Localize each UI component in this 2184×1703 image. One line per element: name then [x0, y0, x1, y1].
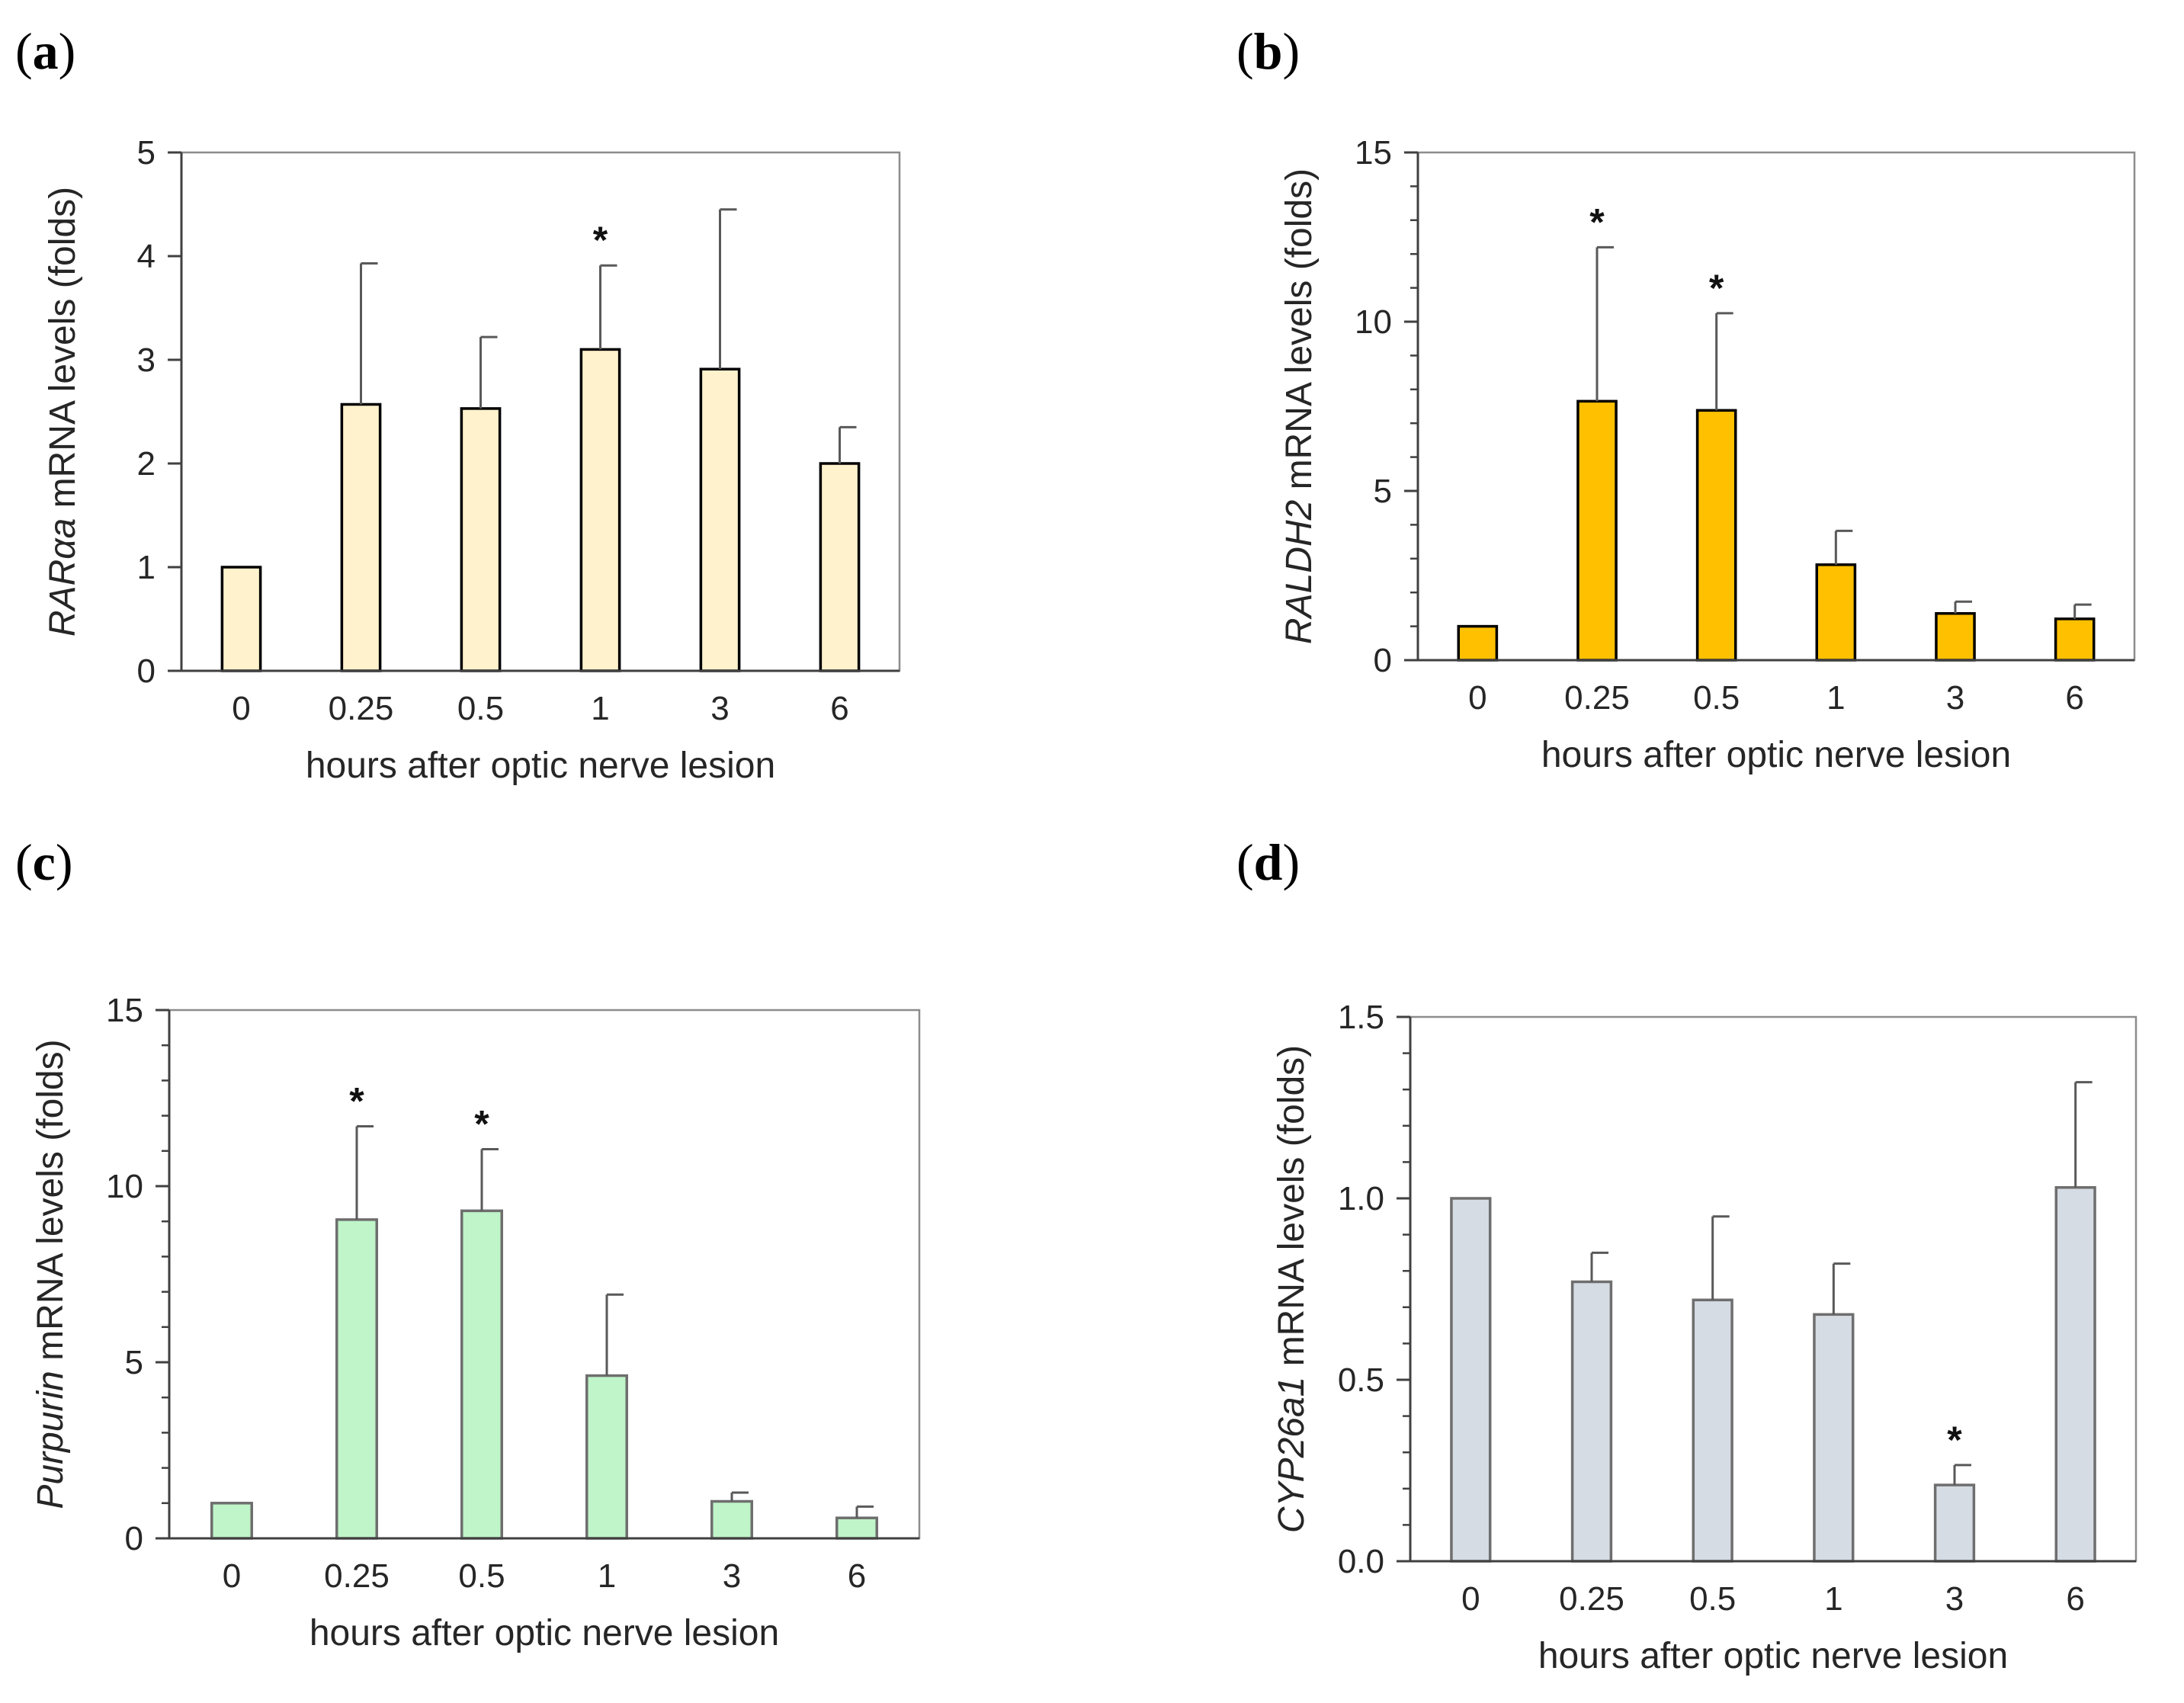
- y-tick-label: 1: [137, 549, 156, 586]
- x-tick-label: 6: [830, 690, 848, 727]
- y-tick-label: 5: [125, 1344, 143, 1381]
- x-axis-title: hours after optic nerve lesion: [1538, 1636, 2008, 1676]
- y-tick-label: 5: [1374, 473, 1392, 510]
- y-axis-title-rest: mRNA levels (folds): [1272, 1045, 1312, 1377]
- bar: [2054, 1185, 2096, 1563]
- y-tick-label: 15: [1355, 134, 1392, 172]
- y-axis-title-rest: mRNA levels (folds): [30, 1039, 71, 1371]
- x-tick-label: 0.5: [457, 690, 504, 727]
- x-tick-label: 1: [1826, 679, 1845, 717]
- chart-b: 0 5 10 15 0 * 0.25 * 0.5 1 3 6 hours after optic ner…: [1279, 134, 2136, 775]
- x-tick-label: 0: [1461, 1580, 1480, 1618]
- y-tick-label: 0: [125, 1520, 143, 1557]
- y-axis-title-gene: CYP26a1: [1272, 1377, 1312, 1533]
- panel-label-c: (c): [15, 833, 73, 891]
- bar: [579, 348, 621, 672]
- significance-marker: *: [593, 219, 608, 261]
- y-tick-label: 1.5: [1338, 999, 1384, 1036]
- bar: [1570, 1280, 1613, 1563]
- significance-marker: *: [1589, 200, 1605, 243]
- x-tick-label: 3: [1946, 679, 1964, 717]
- x-tick-label: 1: [1824, 1580, 1842, 1618]
- y-axis-title-gene: RALDH2: [1279, 500, 1320, 644]
- x-tick-label: 6: [848, 1557, 866, 1595]
- y-axis-title-gene: Purpurin: [30, 1371, 71, 1509]
- bar: [460, 1209, 503, 1540]
- x-tick-label: 0.25: [329, 690, 394, 727]
- y-tick-label: 0: [1374, 642, 1392, 679]
- x-tick-label: 6: [2066, 1580, 2084, 1618]
- bar: [1450, 1197, 1492, 1563]
- y-tick-label: 10: [106, 1168, 143, 1205]
- x-tick-label: 0: [232, 690, 250, 727]
- x-tick-label: 0: [223, 1557, 241, 1595]
- chart-c: 0 5 10 15 0 * 0.25 * 0.5 1 3 6 hours after optic ner…: [30, 992, 921, 1653]
- chart-a: 0 1 2 3 4 5 0 0.25 0.5 * 1 3 6 hours after optic nerv…: [43, 134, 901, 786]
- bar: [1813, 1313, 1855, 1563]
- bar: [1692, 1298, 1733, 1563]
- x-axis-title: hours after optic nerve lesion: [309, 1613, 779, 1653]
- x-tick-label: 0: [1468, 679, 1486, 717]
- x-tick-label: 0.25: [1564, 679, 1630, 717]
- y-axis-title-gene: RARαa: [43, 518, 83, 637]
- x-tick-label: 3: [723, 1557, 741, 1595]
- x-tick-label: 3: [710, 690, 729, 727]
- bar: [340, 402, 382, 672]
- bar: [220, 566, 262, 672]
- y-axis-title: RARαa mRNA levels (folds): [43, 187, 83, 637]
- x-tick-label: 0.5: [1689, 1580, 1736, 1618]
- significance-marker: *: [349, 1079, 364, 1122]
- x-tick-label: 0.25: [1559, 1580, 1624, 1618]
- x-tick-label: 0.5: [1693, 679, 1740, 717]
- x-tick-label: 0.5: [458, 1557, 505, 1595]
- y-axis-title-rest: mRNA levels (folds): [43, 187, 83, 518]
- panel-label-d: (d): [1236, 833, 1300, 891]
- panel-label-a: (a): [15, 22, 76, 80]
- y-tick-label: 10: [1355, 303, 1392, 341]
- significance-marker: *: [474, 1102, 489, 1145]
- significance-marker: *: [1709, 267, 1724, 309]
- y-tick-label: 5: [137, 134, 156, 172]
- x-tick-label: 6: [2065, 679, 2083, 717]
- y-tick-label: 3: [137, 342, 156, 379]
- y-tick-label: 2: [137, 445, 156, 483]
- y-axis-title: CYP26a1 mRNA levels (folds): [1272, 1045, 1312, 1533]
- y-axis-title-rest: mRNA levels (folds): [1279, 168, 1320, 500]
- x-tick-label: 0.25: [324, 1557, 390, 1595]
- significance-marker: *: [1947, 1419, 1962, 1461]
- bar: [2054, 617, 2096, 662]
- x-tick-label: 1: [598, 1557, 616, 1595]
- x-tick-label: 3: [1945, 1580, 1964, 1618]
- y-tick-label: 15: [106, 992, 143, 1029]
- x-axis-title: hours after optic nerve lesion: [306, 746, 775, 786]
- x-tick-label: 1: [591, 690, 609, 727]
- bar: [699, 367, 741, 672]
- y-tick-label: 1.0: [1338, 1180, 1384, 1217]
- panel-label-b: (b): [1236, 22, 1300, 80]
- y-axis-title: Purpurin mRNA levels (folds): [30, 1039, 71, 1509]
- y-axis-title: RALDH2 mRNA levels (folds): [1279, 168, 1320, 644]
- plot-frame: [1409, 1015, 2137, 1563]
- y-tick-label: 0.0: [1338, 1543, 1384, 1580]
- x-axis-title: hours after optic nerve lesion: [1541, 735, 2011, 775]
- y-tick-label: 0: [137, 653, 156, 690]
- y-tick-label: 4: [137, 238, 156, 275]
- y-tick-label: 0.5: [1338, 1361, 1384, 1399]
- bar: [1933, 1483, 1976, 1563]
